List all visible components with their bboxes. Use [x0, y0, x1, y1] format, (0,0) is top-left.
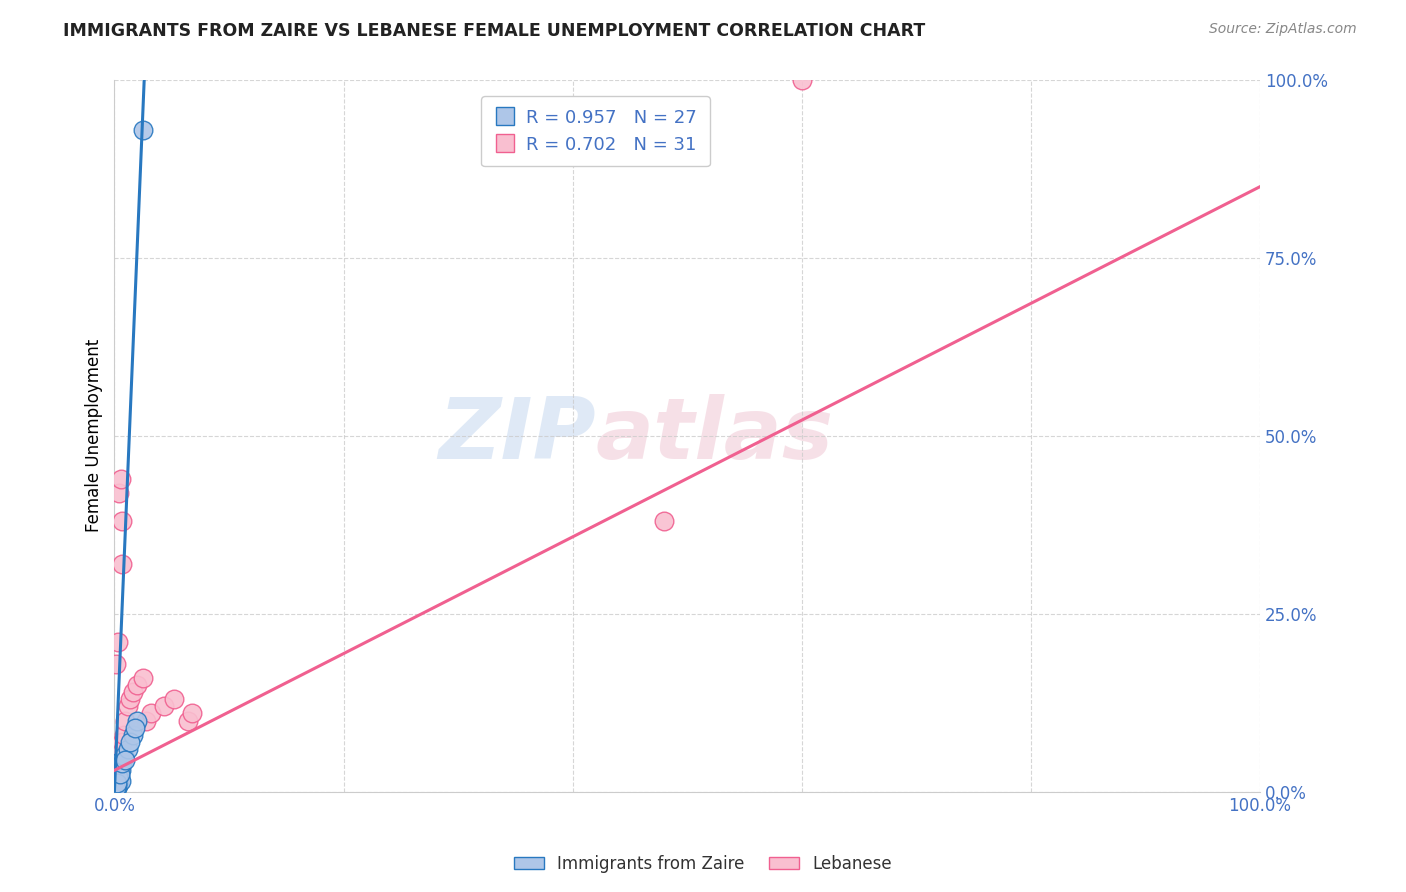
- Point: [110, 774, 132, 789]
- Y-axis label: Female Unemployment: Female Unemployment: [86, 339, 103, 533]
- Point: [790, 73, 813, 87]
- Point: [107, 756, 129, 771]
- Point: [163, 692, 186, 706]
- Point: [139, 706, 162, 721]
- Point: [105, 774, 128, 789]
- Point: [117, 742, 139, 756]
- Point: [107, 778, 129, 792]
- Point: [108, 774, 131, 789]
- Point: [127, 678, 149, 692]
- Point: [105, 781, 128, 796]
- Point: [104, 771, 127, 785]
- Point: [177, 714, 200, 728]
- Point: [105, 778, 128, 792]
- Point: [105, 781, 128, 796]
- Text: IMMIGRANTS FROM ZAIRE VS LEBANESE FEMALE UNEMPLOYMENT CORRELATION CHART: IMMIGRANTS FROM ZAIRE VS LEBANESE FEMALE…: [63, 22, 925, 40]
- Point: [105, 756, 128, 771]
- Point: [105, 771, 128, 785]
- Point: [112, 749, 135, 764]
- Point: [121, 728, 143, 742]
- Point: [152, 699, 174, 714]
- Point: [108, 767, 131, 781]
- Point: [114, 753, 136, 767]
- Point: [105, 657, 128, 671]
- Point: [111, 735, 134, 749]
- Legend: Immigrants from Zaire, Lebanese: Immigrants from Zaire, Lebanese: [508, 848, 898, 880]
- Point: [110, 742, 132, 756]
- Text: Source: ZipAtlas.com: Source: ZipAtlas.com: [1209, 22, 1357, 37]
- Point: [132, 123, 155, 137]
- Point: [108, 749, 131, 764]
- Point: [652, 514, 675, 528]
- Point: [114, 714, 136, 728]
- Point: [104, 781, 127, 796]
- Point: [105, 776, 128, 790]
- Point: [111, 514, 134, 528]
- Point: [111, 557, 134, 571]
- Point: [124, 721, 146, 735]
- Point: [105, 780, 128, 794]
- Point: [110, 471, 132, 485]
- Point: [108, 771, 131, 785]
- Point: [181, 706, 204, 721]
- Point: [104, 781, 127, 796]
- Point: [132, 671, 155, 685]
- Point: [117, 699, 139, 714]
- Point: [107, 635, 129, 649]
- Point: [127, 714, 149, 728]
- Point: [112, 728, 135, 742]
- Point: [120, 735, 142, 749]
- Point: [110, 764, 132, 778]
- Point: [108, 760, 131, 774]
- Point: [105, 764, 128, 778]
- Point: [135, 714, 157, 728]
- Point: [104, 778, 127, 792]
- Point: [111, 756, 134, 771]
- Point: [121, 685, 143, 699]
- Point: [120, 692, 142, 706]
- Point: [104, 778, 127, 792]
- Point: [108, 767, 131, 781]
- Point: [107, 771, 129, 785]
- Point: [105, 767, 128, 781]
- Point: [108, 485, 131, 500]
- Text: ZIP: ZIP: [437, 394, 596, 477]
- Legend: R = 0.957   N = 27, R = 0.702   N = 31: R = 0.957 N = 27, R = 0.702 N = 31: [481, 96, 710, 167]
- Text: atlas: atlas: [596, 394, 834, 477]
